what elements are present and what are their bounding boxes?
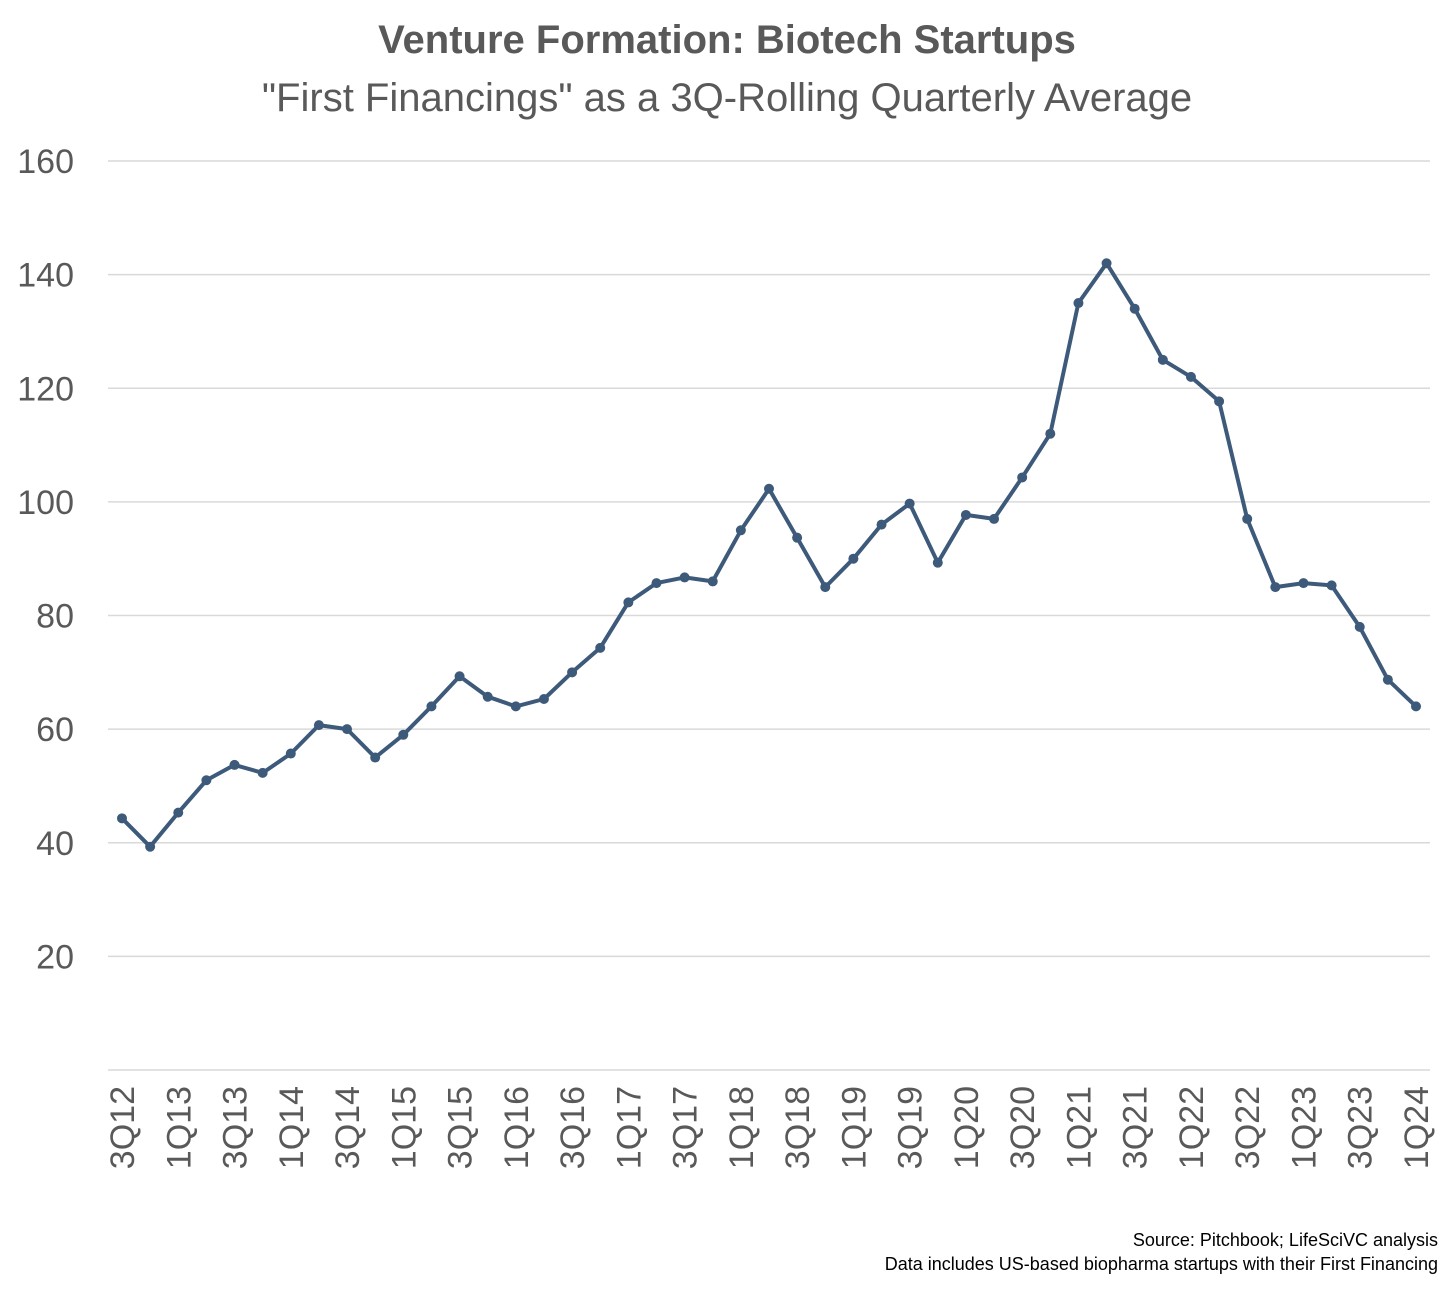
x-tick-label: 3Q12 [104, 1086, 142, 1169]
data-point [1017, 472, 1028, 483]
data-point [989, 513, 1000, 524]
x-tick-label: 3Q23 [1342, 1086, 1380, 1169]
data-point [1270, 582, 1281, 593]
data-point [567, 667, 578, 678]
data-point [707, 576, 718, 587]
x-tick-label: 1Q19 [835, 1086, 873, 1169]
y-tick-label: 160 [17, 143, 74, 181]
data-point [285, 748, 296, 759]
x-tick-label: 1Q17 [610, 1086, 648, 1169]
x-tick-label: 1Q18 [723, 1086, 761, 1169]
gridlines [108, 160, 1430, 1071]
x-tick-label: 1Q15 [385, 1086, 423, 1169]
data-point [342, 724, 353, 735]
data-point [1242, 513, 1253, 524]
x-tick-label: 3Q17 [667, 1086, 705, 1169]
x-tick-label: 3Q15 [442, 1086, 480, 1169]
data-point [1157, 354, 1168, 365]
x-tick-label: 1Q16 [498, 1086, 536, 1169]
data-point [1382, 674, 1393, 685]
data-point [426, 701, 437, 712]
series-line-0 [120, 261, 1418, 849]
data-point [1045, 428, 1056, 439]
data-point [1326, 580, 1337, 591]
data-point [510, 701, 521, 712]
data-point [820, 582, 831, 593]
x-tick-label: 1Q20 [948, 1086, 986, 1169]
data-point [1101, 258, 1112, 269]
data-point [1354, 621, 1365, 632]
series-layer [117, 258, 1421, 852]
x-tick-label: 3Q13 [217, 1086, 255, 1169]
y-tick-label: 140 [17, 257, 74, 295]
data-point [257, 767, 268, 778]
x-tick-label: 3Q22 [1229, 1086, 1267, 1169]
data-point [651, 578, 662, 589]
data-point [173, 807, 184, 818]
data-point [370, 752, 381, 763]
data-point [1185, 371, 1196, 382]
data-point [398, 729, 409, 740]
x-tick-label: 3Q21 [1117, 1086, 1155, 1169]
data-point [623, 597, 634, 608]
data-point [764, 483, 774, 494]
data-point [1073, 298, 1084, 309]
data-point [904, 498, 915, 509]
data-point [229, 759, 240, 770]
data-note-line: Data includes US-based biopharma startup… [884, 1254, 1438, 1274]
data-point [960, 509, 971, 520]
data-point [932, 557, 943, 568]
data-point [595, 642, 606, 653]
x-tick-label: 3Q18 [779, 1086, 817, 1169]
data-point [117, 813, 127, 824]
y-tick-label: 20 [36, 938, 74, 976]
y-tick-label: 120 [17, 370, 74, 408]
x-tick-label: 1Q22 [1173, 1086, 1211, 1169]
x-tick-label: 3Q14 [329, 1086, 367, 1169]
data-point [145, 841, 156, 852]
x-tick-label: 3Q19 [892, 1086, 930, 1169]
data-point [538, 694, 549, 705]
data-point [454, 671, 465, 682]
y-tick-label: 40 [36, 825, 74, 863]
x-tick-label: 3Q20 [1004, 1086, 1042, 1169]
data-point [848, 553, 859, 564]
data-point [792, 532, 803, 543]
y-axis-tick-labels: 20 40 60 80 100 120 140 160 [17, 143, 74, 976]
source-note: Source: Pitchbook; LifeSciVC analysis Da… [885, 1228, 1438, 1276]
source-line: Source: Pitchbook; LifeSciVC analysis [1132, 1230, 1438, 1250]
data-point [1214, 396, 1225, 407]
data-point [735, 525, 746, 536]
data-point [482, 691, 493, 702]
x-axis-tick-labels: 3Q12 1Q13 3Q13 1Q14 3Q14 1Q15 3Q15 1Q16 3Q16 1Q17… [104, 1086, 1436, 1169]
data-point [201, 775, 212, 786]
data-point [876, 519, 887, 530]
data-point [1298, 578, 1309, 589]
y-tick-label: 100 [17, 484, 74, 522]
data-point [1129, 303, 1140, 314]
x-tick-label: 1Q23 [1285, 1086, 1323, 1169]
x-tick-label: 1Q21 [1060, 1086, 1098, 1169]
x-tick-label: 1Q24 [1398, 1086, 1436, 1169]
data-point [313, 720, 324, 731]
x-tick-label: 1Q14 [273, 1086, 311, 1169]
data-point [1411, 701, 1421, 712]
y-tick-label: 60 [36, 711, 74, 749]
y-tick-label: 80 [36, 598, 74, 636]
x-tick-label: 3Q16 [554, 1086, 592, 1169]
chart-title: Venture Formation: Biotech Startups [378, 18, 1076, 62]
data-point [679, 572, 690, 583]
x-tick-label: 1Q13 [160, 1086, 198, 1169]
chart-subtitle: "First Financings" as a 3Q-Rolling Quart… [261, 76, 1193, 120]
